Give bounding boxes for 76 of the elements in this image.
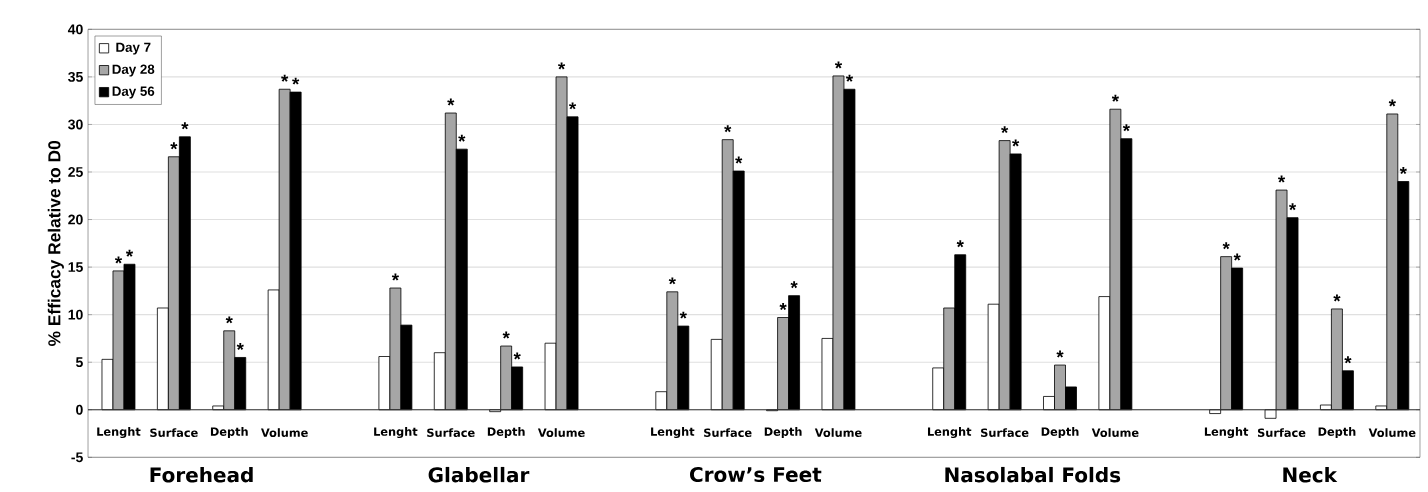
y-tick-label: 30 bbox=[68, 119, 83, 130]
data-label: * bbox=[668, 277, 676, 285]
y-tick-label: 40 bbox=[67, 24, 83, 35]
data-label: * bbox=[236, 343, 244, 350]
data-label: * bbox=[513, 352, 521, 360]
data-label: * bbox=[735, 156, 743, 164]
y-axis-title: % Efficacy Relative to D0 bbox=[47, 140, 64, 346]
data-label: * bbox=[1012, 139, 1020, 147]
data-label: * bbox=[568, 102, 577, 110]
x-tick-label: Volume bbox=[261, 428, 308, 437]
data-label: * bbox=[834, 61, 843, 69]
data-label: * bbox=[779, 303, 787, 311]
x-tick-label: Depth bbox=[1318, 427, 1356, 439]
x-tick-label: Volume bbox=[537, 428, 585, 437]
data-label: * bbox=[1222, 242, 1230, 250]
text: Neck bbox=[1283, 466, 1338, 483]
data-label: * bbox=[391, 273, 400, 281]
x-tick-label: Surface bbox=[427, 428, 475, 437]
data-label: * bbox=[679, 311, 687, 319]
x-tick-label: Volume bbox=[814, 428, 862, 437]
x-tick-label: Lenght bbox=[651, 427, 695, 439]
data-label: * bbox=[790, 281, 798, 289]
x-tick-label: Lenght bbox=[374, 427, 418, 439]
data-label: * bbox=[1122, 124, 1131, 132]
legend-label: Day 7 bbox=[116, 42, 151, 55]
x-tick-label: Lenght bbox=[97, 427, 141, 439]
text: Glabellar bbox=[428, 466, 530, 483]
data-label: * bbox=[170, 142, 178, 150]
x-tick-label: Depth bbox=[1041, 427, 1079, 439]
data-label: * bbox=[1344, 356, 1352, 364]
data-label: * bbox=[114, 256, 123, 264]
x-tick-label: Volume bbox=[1368, 428, 1416, 437]
y-tick-label: -5 bbox=[71, 452, 83, 463]
data-label: * bbox=[724, 125, 732, 133]
data-label: * bbox=[1288, 203, 1297, 211]
data-label: * bbox=[225, 316, 233, 324]
data-label: * bbox=[447, 98, 455, 106]
text: Nasolabal Folds bbox=[945, 466, 1121, 483]
y-tick-label: 20 bbox=[68, 214, 83, 225]
text: Crow’s Feet bbox=[690, 466, 822, 483]
data-label: * bbox=[1001, 126, 1009, 134]
data-label: * bbox=[1233, 253, 1241, 261]
y-tick-label: 0 bbox=[76, 404, 83, 415]
x-tick-label: Volume bbox=[1091, 428, 1139, 437]
data-label: * bbox=[1333, 294, 1341, 302]
x-tick-label: Depth bbox=[210, 427, 248, 439]
x-tick-label: Surface bbox=[981, 428, 1029, 437]
data-label: * bbox=[1056, 350, 1064, 358]
data-label: * bbox=[458, 134, 466, 142]
y-tick-label: 35 bbox=[68, 71, 83, 82]
x-tick-label: Depth bbox=[764, 427, 802, 439]
x-tick-label: Depth bbox=[487, 427, 525, 439]
data-label: * bbox=[181, 122, 189, 130]
x-tick-label: Surface bbox=[704, 428, 752, 437]
y-tick-label: 5 bbox=[75, 357, 83, 368]
data-label: * bbox=[292, 77, 300, 85]
legend-label: Day 28 bbox=[112, 64, 155, 77]
data-label: * bbox=[956, 240, 964, 248]
text: Forehead bbox=[150, 466, 253, 483]
y-tick-label: 10 bbox=[68, 309, 83, 320]
data-label: * bbox=[1399, 167, 1407, 174]
x-tick-label: Lenght bbox=[927, 427, 972, 439]
x-tick-label: Surface bbox=[150, 428, 198, 437]
data-label: * bbox=[1277, 175, 1286, 183]
y-tick-label: 15 bbox=[68, 262, 83, 272]
data-label: * bbox=[125, 249, 134, 257]
x-tick-label: Lenght bbox=[1204, 427, 1249, 439]
legend-label: Day 56 bbox=[112, 86, 155, 99]
data-label: * bbox=[502, 331, 510, 339]
data-label: * bbox=[281, 74, 289, 82]
y-tick-label: 25 bbox=[68, 167, 83, 177]
data-label: * bbox=[557, 62, 566, 70]
data-label: * bbox=[1388, 99, 1396, 107]
x-tick-label: Surface bbox=[1257, 428, 1306, 437]
data-label: * bbox=[1111, 94, 1120, 102]
data-label: * bbox=[845, 74, 854, 82]
